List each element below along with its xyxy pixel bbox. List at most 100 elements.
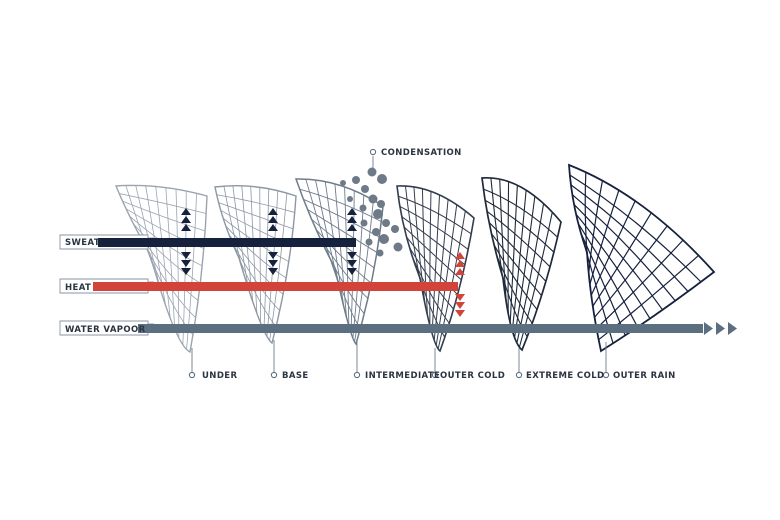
layer-panel-4 xyxy=(396,185,475,353)
down-arrow xyxy=(181,268,191,275)
water-vapoor-chevron-3 xyxy=(728,322,737,335)
water-vapoor-chevron-2 xyxy=(716,322,725,335)
mesh-line xyxy=(401,216,466,266)
mesh-line xyxy=(398,195,472,235)
mesh-line xyxy=(511,190,527,331)
droplet-15 xyxy=(365,238,373,246)
mesh-line xyxy=(488,222,547,282)
up-arrow xyxy=(181,224,191,231)
mesh-line xyxy=(577,223,639,328)
mesh-line xyxy=(573,203,664,311)
mesh-line xyxy=(334,183,348,318)
flow-tag-box xyxy=(59,320,149,336)
sweat-wicking-under xyxy=(181,208,191,275)
leader-dot-extreme-cold xyxy=(515,371,523,379)
mesh-line xyxy=(399,205,469,250)
fabric-layers xyxy=(114,163,716,354)
droplet-13 xyxy=(372,228,380,236)
heat-down-arrow xyxy=(455,310,465,317)
droplet-12 xyxy=(382,219,390,227)
mesh-line xyxy=(250,186,258,314)
mesh-line xyxy=(509,185,518,323)
droplet-14 xyxy=(391,225,399,233)
sweat-bar xyxy=(98,238,356,247)
droplet-16 xyxy=(379,234,389,244)
up-arrow xyxy=(347,216,357,223)
down-arrow xyxy=(268,260,278,267)
heat-down-arrow xyxy=(455,294,465,301)
flow-label-sweat: SWEAT xyxy=(65,238,100,248)
layer-label-outer-cold: OUTER COLD xyxy=(440,371,505,381)
leader-dot-condensation xyxy=(369,148,377,156)
droplet-6 xyxy=(347,196,353,202)
markers xyxy=(181,148,610,379)
mesh-line xyxy=(491,233,542,296)
sweat-wicking-intermediate xyxy=(347,208,357,275)
mesh-line xyxy=(592,212,652,307)
mesh-line xyxy=(216,194,295,213)
droplet-11 xyxy=(360,219,368,227)
leader-dot-under xyxy=(188,371,196,379)
layer-label-base: BASE xyxy=(282,371,309,381)
mesh-line xyxy=(594,225,668,318)
droplet-2 xyxy=(352,176,360,184)
mesh-line xyxy=(496,255,533,324)
flow-label-heat: HEAT xyxy=(65,283,91,293)
layer-label-under: UNDER xyxy=(202,371,237,381)
mesh-line xyxy=(413,186,426,305)
layer-outline xyxy=(294,178,384,346)
down-arrow xyxy=(268,252,278,259)
droplet-18 xyxy=(376,249,384,257)
mesh-line xyxy=(133,223,201,284)
down-arrow xyxy=(268,268,278,275)
up-arrow xyxy=(181,216,191,223)
mesh-line xyxy=(514,196,536,338)
flow-label-water-vapoor: WATER VAPOOR xyxy=(65,325,146,335)
up-arrow xyxy=(268,208,278,215)
up-arrow xyxy=(347,208,357,215)
mesh-line xyxy=(125,185,156,274)
layer-panel-2 xyxy=(214,185,297,345)
up-arrow xyxy=(181,208,191,215)
mesh-line xyxy=(493,244,538,310)
droplet-3 xyxy=(367,167,377,177)
droplet-1 xyxy=(340,180,346,186)
mesh-line xyxy=(155,186,171,319)
heat-down-arrow xyxy=(455,302,465,309)
mesh-line xyxy=(412,257,450,324)
mesh-line xyxy=(575,213,651,319)
mesh-line xyxy=(299,188,382,222)
mesh-line xyxy=(223,186,245,275)
mesh-line xyxy=(437,210,466,350)
mesh-line xyxy=(344,186,350,327)
droplet-9 xyxy=(377,200,385,208)
down-arrow xyxy=(181,260,191,267)
up-arrow xyxy=(347,224,357,231)
flow-arrows xyxy=(59,234,737,336)
mesh-line xyxy=(269,193,288,341)
mesh-line xyxy=(431,194,441,334)
droplet-10 xyxy=(373,209,383,219)
mesh-line xyxy=(484,199,555,253)
down-arrow xyxy=(347,252,357,259)
mesh-line xyxy=(429,191,432,326)
mesh-line xyxy=(403,226,462,281)
down-arrow xyxy=(347,260,357,267)
down-arrow xyxy=(181,252,191,259)
mesh-line xyxy=(263,188,270,331)
up-arrow xyxy=(268,216,278,223)
mesh-line xyxy=(590,200,636,296)
heat-reflection-stack xyxy=(455,252,465,317)
droplet-17 xyxy=(393,242,403,252)
mesh-line xyxy=(234,249,277,328)
mesh-line xyxy=(409,247,454,310)
droplet-4 xyxy=(377,174,387,184)
sweat-wicking-base xyxy=(268,208,278,275)
mesh-line xyxy=(421,188,429,316)
mesh-line xyxy=(175,189,180,339)
droplet-5 xyxy=(361,185,369,193)
layer-label-extreme-cold: EXTREME COLD xyxy=(526,371,604,381)
up-arrow xyxy=(268,224,278,231)
